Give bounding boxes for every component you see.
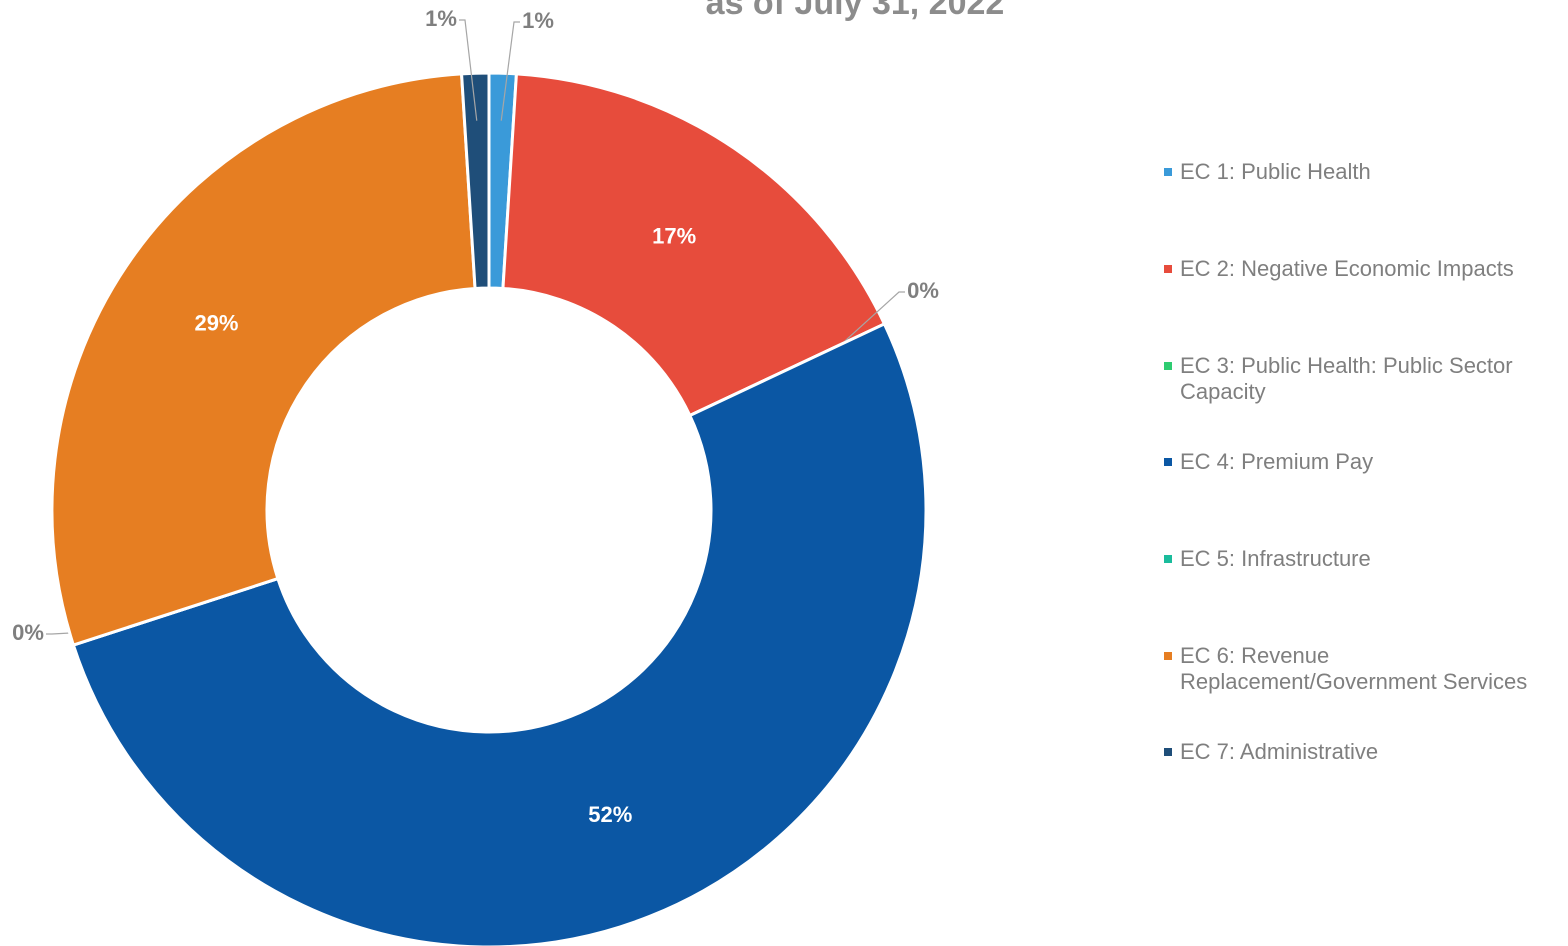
data-label: 1%: [522, 8, 554, 33]
legend-swatch: [1164, 362, 1172, 370]
legend-label: EC 2: Negative Economic Impacts: [1180, 256, 1514, 281]
legend-swatch: [1164, 458, 1172, 466]
legend-item: EC 7: Administrative: [1164, 739, 1564, 765]
data-label: 0%: [907, 278, 939, 303]
legend-label: EC 4: Premium Pay: [1180, 449, 1374, 474]
legend-label: EC 6: Revenue Replacement/Government Ser…: [1180, 643, 1528, 694]
legend-swatch: [1164, 555, 1172, 563]
legend-swatch: [1164, 748, 1172, 756]
legend-item: EC 5: Infrastructure: [1164, 546, 1564, 572]
legend-item: EC 3: Public Health: Public Sector Capac…: [1164, 353, 1564, 405]
legend-item: EC 6: Revenue Replacement/Government Ser…: [1164, 643, 1564, 695]
donut-slice: [50, 72, 477, 647]
legend-label: EC 1: Public Health: [1180, 159, 1371, 184]
legend-swatch: [1164, 652, 1172, 660]
leader-line: [841, 291, 905, 345]
chart-title: as of July 31, 2022: [706, 0, 1005, 22]
legend-item: EC 1: Public Health: [1164, 159, 1564, 185]
legend-label: EC 3: Public Health: Public Sector Capac…: [1180, 353, 1513, 404]
legend-label: EC 5: Infrastructure: [1180, 546, 1371, 571]
data-label: 29%: [194, 311, 238, 336]
data-label: 52%: [588, 802, 632, 827]
legend-item: EC 4: Premium Pay: [1164, 449, 1564, 475]
legend-item: EC 2: Negative Economic Impacts: [1164, 256, 1564, 282]
data-label: 0%: [12, 620, 44, 645]
donut-slice: [71, 321, 928, 946]
leader-line: [500, 21, 520, 121]
leader-line: [459, 19, 478, 121]
donut-slice: [501, 72, 887, 418]
data-label: 17%: [652, 223, 696, 248]
legend-swatch: [1164, 265, 1172, 273]
legend-label: EC 7: Administrative: [1180, 739, 1379, 764]
data-label: 1%: [425, 6, 457, 31]
legend-swatch: [1164, 168, 1172, 176]
